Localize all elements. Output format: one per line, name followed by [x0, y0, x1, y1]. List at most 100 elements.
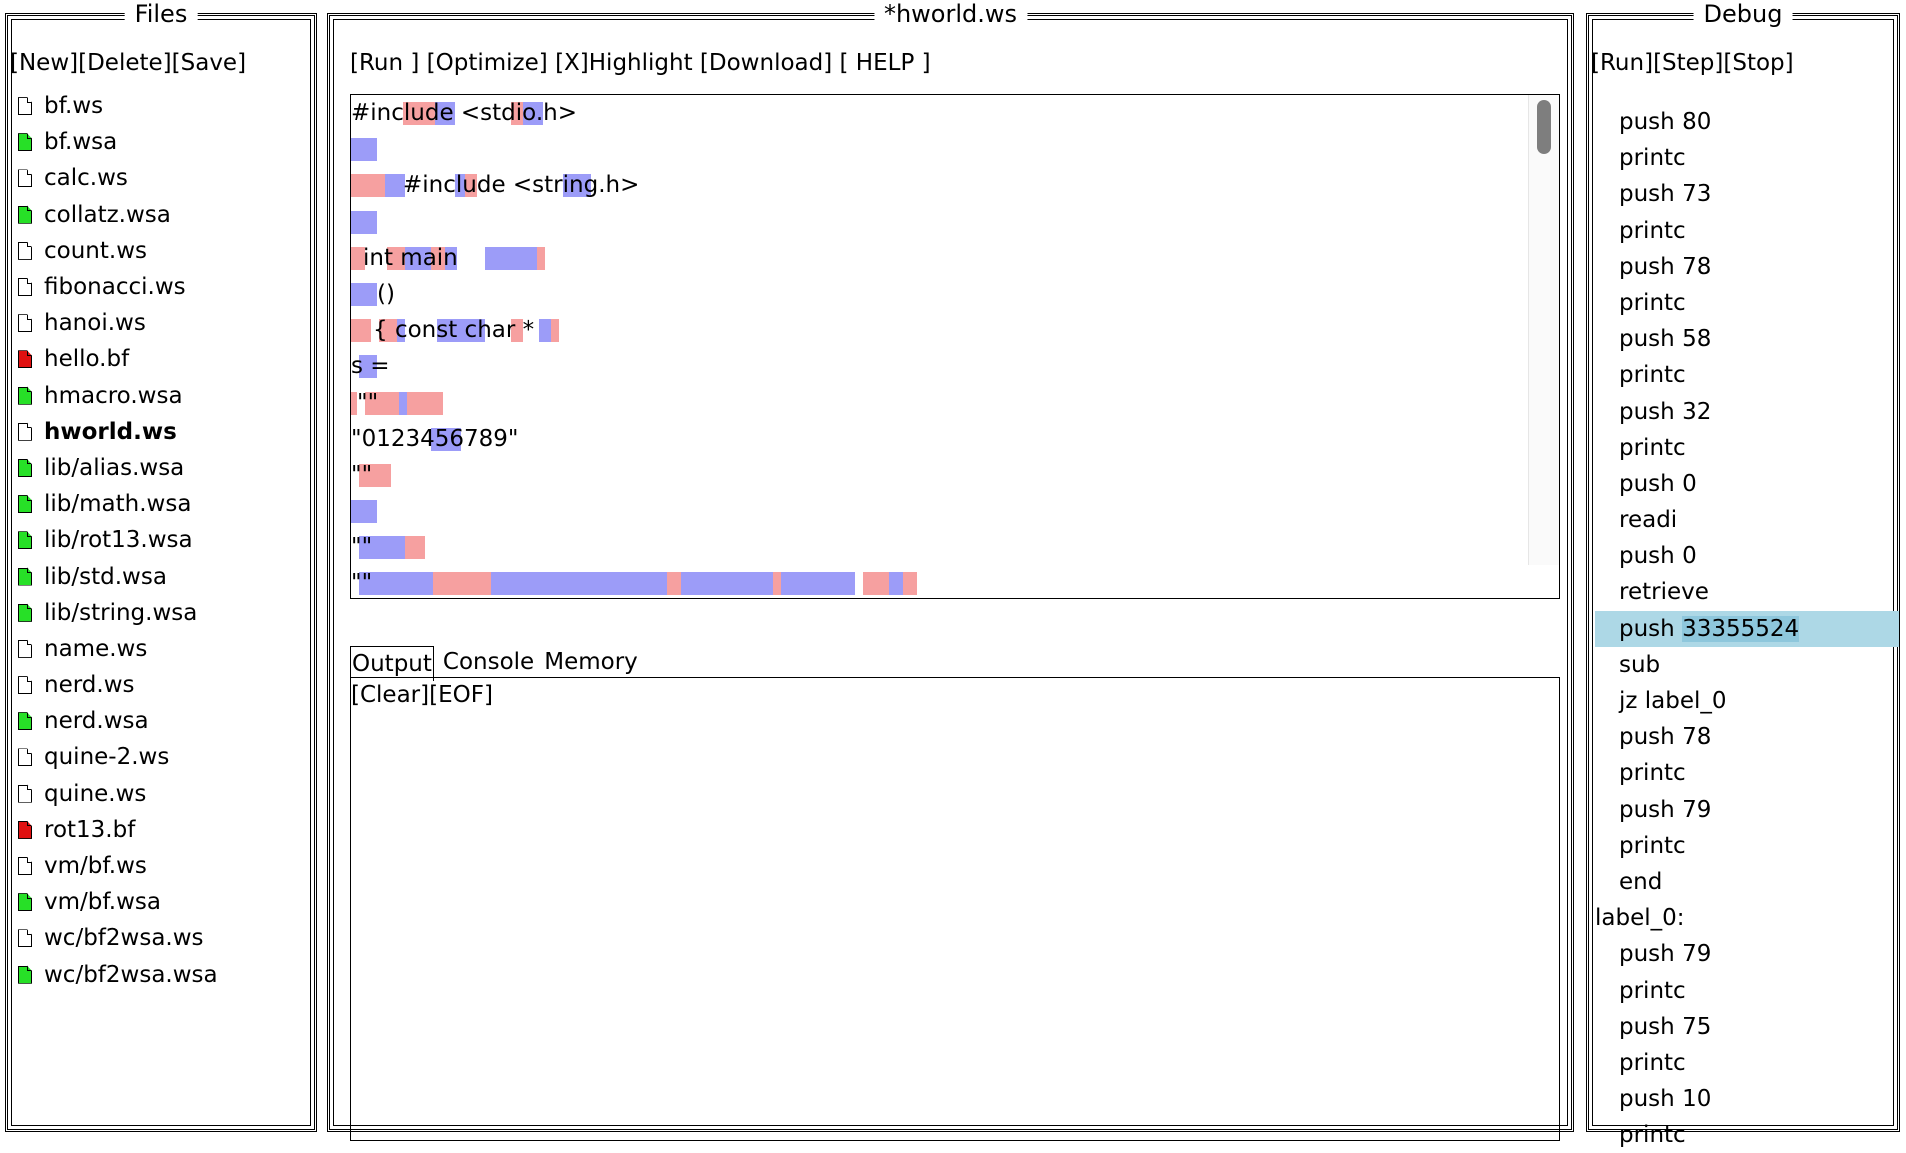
instruction-item[interactable]: printc: [1595, 1117, 1899, 1153]
clear-output-button[interactable]: [Clear]: [351, 682, 430, 708]
space-highlight: [351, 282, 377, 306]
code-line[interactable]: "": [351, 385, 1527, 421]
instruction-item[interactable]: printc: [1595, 357, 1899, 393]
instruction-item[interactable]: printc: [1595, 1045, 1899, 1081]
delete-file-button[interactable]: [Delete]: [78, 50, 172, 76]
instruction-item[interactable]: push 79: [1595, 792, 1899, 828]
debug-step-button[interactable]: [Step]: [1653, 50, 1724, 76]
instruction-item[interactable]: push 0: [1595, 466, 1899, 502]
instruction-item[interactable]: push 10: [1595, 1081, 1899, 1117]
document-icon: [18, 241, 32, 260]
instruction-item[interactable]: sub: [1595, 647, 1899, 683]
file-item[interactable]: quine-2.ws: [18, 739, 218, 775]
file-item[interactable]: lib/alias.wsa: [18, 450, 218, 486]
instruction-item[interactable]: jz label_0: [1595, 683, 1899, 719]
instruction-item[interactable]: printc: [1595, 973, 1899, 1009]
instruction-item[interactable]: push 0: [1595, 538, 1899, 574]
code-line[interactable]: "": [351, 529, 1527, 565]
code-line[interactable]: "": [351, 565, 1527, 598]
file-item[interactable]: quine.ws: [18, 776, 218, 812]
eof-button[interactable]: [EOF]: [429, 682, 493, 708]
instruction-op: push: [1619, 941, 1675, 968]
new-file-button[interactable]: [New]: [10, 50, 79, 76]
code-line[interactable]: int main: [351, 240, 1527, 276]
instruction-item[interactable]: printc: [1595, 213, 1899, 249]
highlight-toggle[interactable]: [X]Highlight: [555, 50, 693, 76]
optimize-button[interactable]: [Optimize]: [426, 50, 548, 76]
instruction-item[interactable]: printc: [1595, 140, 1899, 176]
run-button[interactable]: [Run ]: [350, 50, 420, 76]
code-line[interactable]: [351, 493, 1527, 529]
code-line[interactable]: s =: [351, 348, 1527, 384]
file-item[interactable]: hello.bf: [18, 341, 218, 377]
instruction-item[interactable]: push 80: [1595, 104, 1899, 140]
file-item[interactable]: nerd.ws: [18, 667, 218, 703]
code-editor[interactable]: #include <stdio.h> #include <string.h> int…: [350, 94, 1560, 599]
file-item[interactable]: bf.ws: [18, 88, 218, 124]
file-item[interactable]: lib/math.wsa: [18, 486, 218, 522]
tab-memory[interactable]: Memory: [544, 649, 638, 675]
file-item[interactable]: lib/string.wsa: [18, 595, 218, 631]
file-item[interactable]: lib/rot13.wsa: [18, 522, 218, 558]
code-line[interactable]: [351, 204, 1527, 240]
instruction-item[interactable]: push 78: [1595, 249, 1899, 285]
instruction-item[interactable]: printc: [1595, 828, 1899, 864]
editor-scrollbar[interactable]: [1528, 95, 1559, 565]
instruction-item[interactable]: push 79: [1595, 936, 1899, 972]
file-item[interactable]: hmacro.wsa: [18, 378, 218, 414]
instruction-op: printc: [1619, 434, 1686, 461]
instruction-item[interactable]: push 58: [1595, 321, 1899, 357]
file-item[interactable]: wc/bf2wsa.ws: [18, 920, 218, 956]
instruction-item[interactable]: push 32: [1595, 394, 1899, 430]
instruction-item[interactable]: push 73: [1595, 176, 1899, 212]
file-item[interactable]: lib/std.wsa: [18, 558, 218, 594]
file-item[interactable]: hworld.ws: [18, 414, 218, 450]
file-item[interactable]: nerd.wsa: [18, 703, 218, 739]
instruction-item[interactable]: printc: [1595, 430, 1899, 466]
file-item[interactable]: count.ws: [18, 233, 218, 269]
file-item[interactable]: collatz.wsa: [18, 197, 218, 233]
instruction-item[interactable]: retrieve: [1595, 574, 1899, 610]
download-button[interactable]: [Download]: [699, 50, 833, 76]
debug-stop-button[interactable]: [Stop]: [1723, 50, 1794, 76]
tab-console[interactable]: Console: [442, 649, 535, 675]
instruction-item[interactable]: readi: [1595, 502, 1899, 538]
file-item[interactable]: name.ws: [18, 631, 218, 667]
code-line[interactable]: { const char *: [351, 312, 1527, 348]
instruction-op: jz: [1619, 688, 1638, 714]
current-instruction[interactable]: push 33355524: [1595, 610, 1899, 647]
document-icon: [18, 712, 32, 731]
file-name: bf.ws: [44, 93, 104, 120]
file-item[interactable]: bf.wsa: [18, 124, 218, 160]
file-item[interactable]: rot13.bf: [18, 812, 218, 848]
code-text: "": [351, 534, 373, 561]
save-file-button[interactable]: [Save]: [171, 50, 247, 76]
instruction-item[interactable]: printc: [1595, 285, 1899, 321]
help-button[interactable]: [ HELP ]: [839, 50, 931, 76]
code-text: "": [357, 389, 379, 416]
space-highlight: [435, 102, 455, 125]
instruction-item[interactable]: end: [1595, 864, 1899, 900]
file-item[interactable]: vm/bf.wsa: [18, 884, 218, 920]
instruction-item[interactable]: printc: [1595, 755, 1899, 791]
code-line[interactable]: [351, 131, 1527, 167]
code-line[interactable]: #include <stdio.h>: [351, 95, 1527, 131]
file-name: hanoi.ws: [44, 310, 146, 337]
code-line[interactable]: #include <string.h>: [351, 167, 1527, 203]
file-item[interactable]: wc/bf2wsa.wsa: [18, 957, 218, 993]
debug-run-button[interactable]: [Run]: [1591, 50, 1654, 76]
code-lines: #include <stdio.h> #include <string.h> int…: [351, 95, 1527, 598]
file-item[interactable]: fibonacci.ws: [18, 269, 218, 305]
instruction-item[interactable]: push 75: [1595, 1009, 1899, 1045]
instruction-item[interactable]: push 78: [1595, 719, 1899, 755]
tab-output[interactable]: Output: [350, 645, 434, 681]
code-line[interactable]: "": [351, 457, 1527, 493]
file-item[interactable]: calc.ws: [18, 160, 218, 196]
file-item[interactable]: hanoi.ws: [18, 305, 218, 341]
file-item[interactable]: vm/bf.ws: [18, 848, 218, 884]
code-line[interactable]: "0123456789": [351, 421, 1527, 457]
document-icon: [18, 278, 32, 297]
instruction-label[interactable]: label_0:: [1595, 905, 1685, 932]
editor-scroll-thumb[interactable]: [1537, 100, 1551, 154]
code-line[interactable]: (): [351, 276, 1527, 312]
